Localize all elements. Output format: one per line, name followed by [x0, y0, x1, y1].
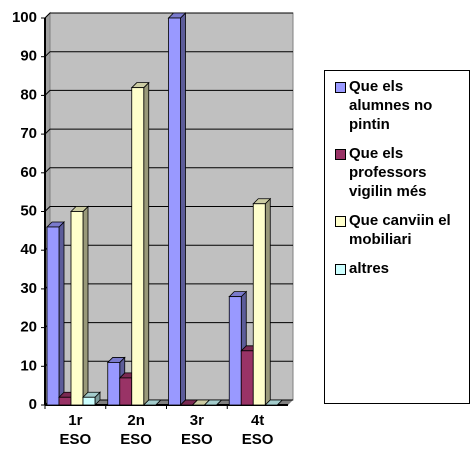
grid-line	[44, 206, 293, 212]
bar	[228, 296, 242, 406]
legend-swatch	[335, 149, 346, 160]
legend-label: Que canviin el mobiliari	[349, 212, 451, 248]
y-tick-label: 70	[20, 125, 37, 142]
y-tick-label: 60	[20, 164, 37, 181]
bar	[70, 211, 84, 406]
bar	[119, 377, 133, 406]
bar-side	[82, 205, 89, 406]
y-tick-label: 0	[29, 396, 37, 413]
y-tick-label: 20	[20, 319, 37, 336]
legend-label: Que els professors vigilin més	[349, 145, 427, 200]
y-tick-label: 90	[20, 48, 37, 65]
legend-entry: altres	[335, 259, 465, 278]
legend-label: Que els alumnes no pintin	[349, 78, 433, 133]
y-tick-label: 40	[20, 241, 37, 258]
legend-swatch	[335, 264, 346, 275]
y-tick-label: 80	[20, 86, 37, 103]
y-tick-label: 30	[20, 280, 37, 297]
legend-swatch	[335, 82, 346, 93]
grid-line	[44, 128, 293, 135]
bar	[168, 17, 181, 406]
legend: Que els alumnes no pintin Que els profess…	[324, 70, 470, 404]
bar-top	[264, 399, 284, 406]
bar-side	[143, 81, 150, 406]
legend-label: altres	[349, 260, 390, 277]
legend-entry: Que canviin el mobiliari	[335, 211, 465, 249]
bar-side	[58, 221, 65, 406]
legend-swatch	[335, 216, 346, 227]
bar	[46, 226, 60, 406]
x-tick-label: 3r ESO	[181, 412, 213, 448]
grid-line	[44, 51, 293, 58]
legend-entry: Que els alumnes no pintin	[335, 77, 465, 134]
grid-line	[44, 12, 293, 19]
bar-side	[264, 197, 271, 406]
x-tick-label: 4t ESO	[241, 412, 274, 448]
bar	[252, 203, 266, 406]
y-tick-label: 10	[20, 357, 37, 374]
bar	[107, 362, 121, 406]
x-tick-label: 1r ESO	[59, 412, 92, 448]
bar-side	[180, 12, 186, 406]
grid-line	[44, 167, 293, 174]
bar	[82, 396, 96, 406]
legend-entry: Que els professors vigilin més	[335, 144, 465, 201]
x-tick-label: 2n ESO	[120, 412, 152, 448]
bar	[131, 87, 145, 406]
y-tick-label: 100	[12, 9, 37, 26]
bar	[58, 396, 72, 406]
grid-line	[44, 89, 293, 96]
y-tick-label: 50	[20, 202, 37, 219]
bar-top	[203, 399, 223, 406]
bar	[240, 350, 254, 406]
bar-top	[142, 399, 162, 406]
